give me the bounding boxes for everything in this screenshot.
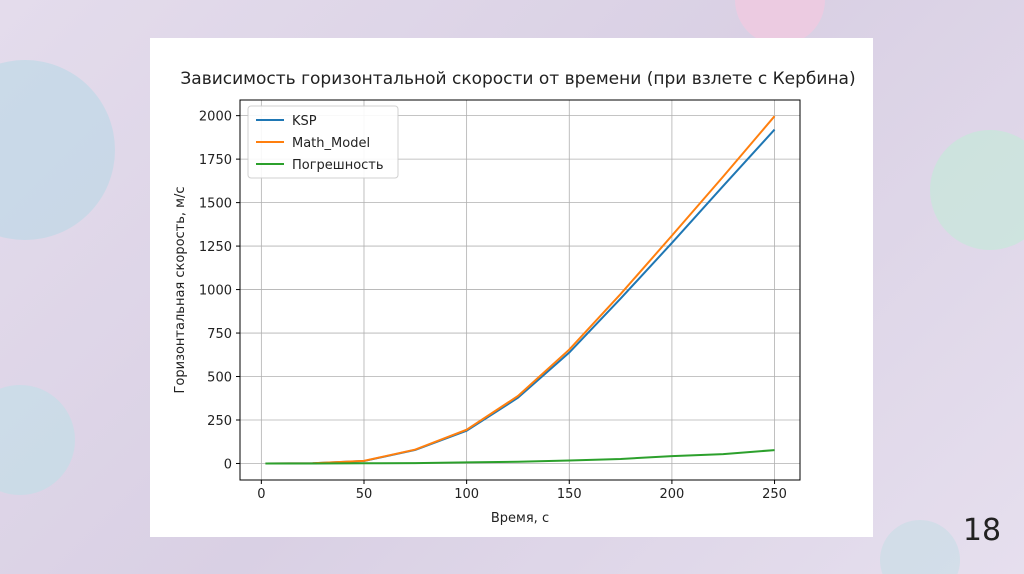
series-line — [265, 115, 776, 465]
x-tick-label: 50 — [356, 487, 373, 502]
y-axis-label: Горизонтальная скорость, м/с — [173, 186, 188, 393]
y-tick-label: 500 — [207, 371, 232, 386]
planet-decoration — [0, 60, 115, 240]
slide-number: 18 — [963, 513, 1001, 548]
series-line — [265, 449, 775, 465]
planet-decoration — [0, 385, 75, 495]
y-tick-label: 2000 — [199, 110, 232, 125]
planet-decoration — [880, 520, 960, 574]
y-tick-label: 1750 — [199, 153, 232, 168]
x-tick-label: 100 — [454, 487, 479, 502]
plot-frame — [239, 99, 801, 481]
x-axis-label: Время, с — [491, 511, 549, 526]
y-tick-label: 1250 — [199, 240, 232, 255]
planet-decoration — [735, 0, 825, 45]
legend-box — [247, 105, 399, 179]
y-tick-label: 0 — [224, 457, 232, 472]
legend-label: Math_Model — [292, 136, 370, 151]
chart-title: Зависимость горизонтальной скорости от в… — [180, 69, 855, 89]
y-tick-label: 750 — [207, 327, 232, 342]
x-tick-label: 200 — [659, 487, 684, 502]
x-tick-label: 250 — [762, 487, 787, 502]
legend-label: Погрешность — [292, 158, 384, 173]
legend-label: KSP — [292, 114, 317, 129]
x-tick-label: 0 — [257, 487, 265, 502]
x-tick-label: 150 — [557, 487, 582, 502]
y-tick-label: 250 — [207, 414, 232, 429]
y-tick-label: 1500 — [199, 197, 232, 212]
plot-area: 0 50 100 150 200 250 0 250 500 750 1000 1250 1500 175… — [199, 99, 801, 502]
y-tick-label: 1000 — [199, 284, 232, 299]
planet-decoration — [930, 130, 1024, 250]
